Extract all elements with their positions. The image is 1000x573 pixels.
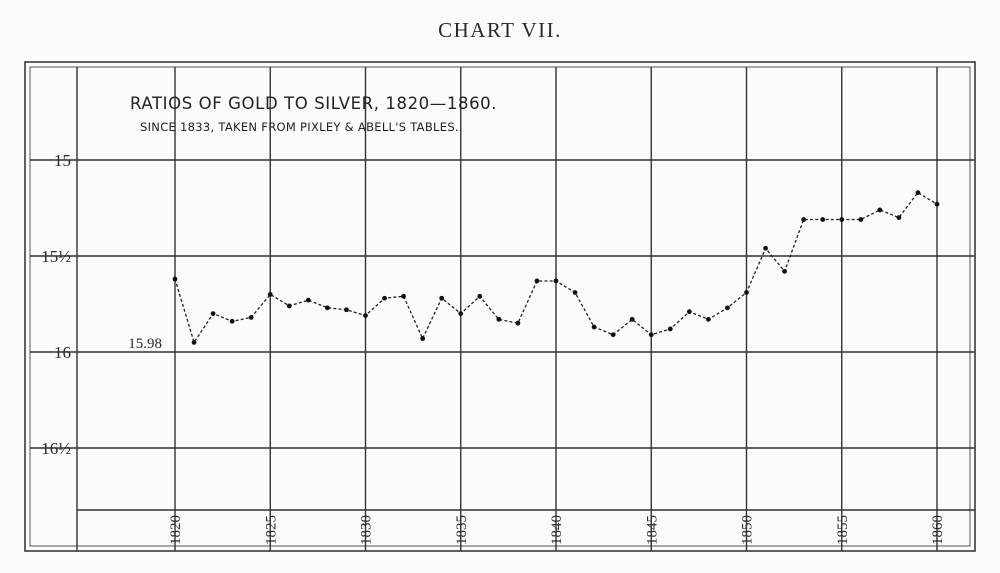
outer-frame bbox=[24, 61, 976, 552]
y-tick-label: 16 bbox=[54, 343, 71, 362]
data-point bbox=[458, 311, 464, 316]
data-point bbox=[553, 278, 559, 284]
series-ratio bbox=[172, 190, 940, 345]
x-tick-label: 1825 bbox=[263, 515, 279, 545]
x-tick-label: 1830 bbox=[359, 515, 375, 545]
chart-heading: CHART VII. bbox=[438, 18, 562, 42]
data-point bbox=[744, 290, 749, 295]
x-tick-label: 1860 bbox=[930, 515, 946, 545]
data-point bbox=[382, 295, 387, 301]
data-point bbox=[363, 313, 368, 318]
x-tick-label: 1840 bbox=[549, 515, 565, 545]
x-tick-label: 1845 bbox=[644, 515, 660, 545]
data-point bbox=[629, 316, 635, 322]
x-tick-label: 1855 bbox=[835, 515, 851, 545]
data-point bbox=[896, 215, 902, 221]
y-tick-labels: 15 15½ 16 16½ bbox=[41, 151, 71, 458]
data-point bbox=[763, 245, 768, 251]
data-point bbox=[820, 217, 826, 222]
y-tick-label: 16½ bbox=[41, 439, 71, 458]
data-point bbox=[515, 320, 521, 326]
annotations: 15.98 bbox=[128, 336, 162, 352]
data-point bbox=[725, 305, 730, 311]
data-point bbox=[267, 292, 273, 297]
data-point bbox=[420, 336, 426, 341]
data-point bbox=[496, 316, 502, 322]
x-tick-label: 1835 bbox=[454, 515, 470, 545]
chart-subtitle: SINCE 1833, TAKEN FROM PIXLEY & ABELL'S … bbox=[140, 120, 459, 134]
data-point bbox=[915, 190, 921, 196]
grid-lines bbox=[30, 67, 975, 551]
x-tick-labels: 1820 1825 1830 1835 1840 1845 1850 1855 1860 bbox=[168, 515, 946, 545]
data-point bbox=[572, 290, 578, 295]
data-point bbox=[591, 324, 597, 330]
data-point bbox=[325, 305, 330, 311]
x-tick-label: 1850 bbox=[740, 515, 756, 545]
data-point bbox=[401, 293, 406, 299]
data-point bbox=[801, 217, 807, 222]
data-point bbox=[534, 278, 540, 284]
data-point bbox=[477, 293, 483, 299]
chart-title: RATIOS OF GOLD TO SILVER, 1820—1860. bbox=[130, 94, 497, 113]
data-point bbox=[248, 315, 254, 320]
y-tick-label: 15 bbox=[54, 151, 71, 170]
data-point bbox=[706, 316, 711, 322]
y-tick-label: 15½ bbox=[41, 247, 71, 266]
data-point bbox=[667, 326, 673, 332]
annotation-label: 15.98 bbox=[128, 336, 162, 352]
data-point bbox=[286, 303, 292, 309]
data-point bbox=[305, 297, 311, 303]
data-point bbox=[229, 318, 235, 324]
data-point bbox=[648, 332, 654, 338]
inner-frame bbox=[29, 66, 971, 547]
data-point bbox=[344, 307, 349, 313]
data-point bbox=[210, 311, 216, 316]
data-point bbox=[934, 201, 940, 207]
data-point bbox=[172, 276, 178, 282]
data-point bbox=[877, 207, 883, 213]
data-point bbox=[686, 309, 692, 315]
data-point bbox=[191, 340, 197, 345]
data-point bbox=[858, 217, 864, 222]
data-point bbox=[610, 332, 616, 338]
data-point bbox=[439, 295, 445, 301]
data-point bbox=[839, 217, 845, 222]
x-tick-label: 1820 bbox=[168, 515, 184, 545]
data-point bbox=[782, 268, 787, 274]
